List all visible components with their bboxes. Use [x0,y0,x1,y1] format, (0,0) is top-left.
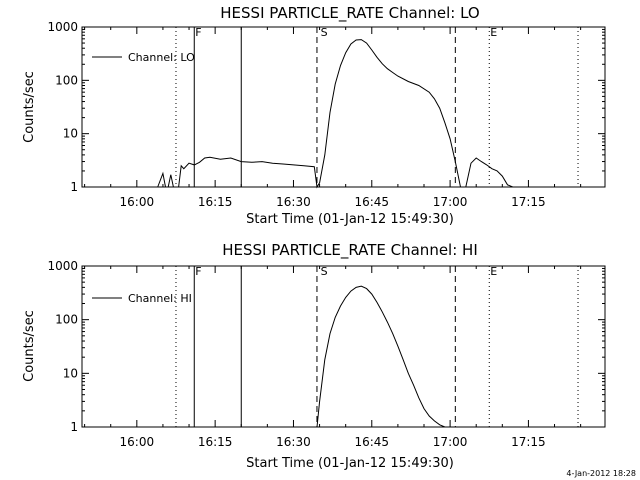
series-line-hi [316,285,446,428]
legend-label: Channel: LO [128,51,195,64]
y-tick-label: 100 [55,73,78,87]
x-axis-label: Start Time (01-Jan-12 15:49:30) [246,212,454,227]
x-tick-label: 16:15 [198,435,233,449]
y-tick-label: 1000 [47,20,78,34]
event-lines [175,27,579,187]
legend-label: Channel: HI [128,292,192,305]
plot-frame [81,26,606,188]
event-marker-s: S [321,26,328,39]
y-tick-label: 1 [70,420,78,434]
x-tick-label: 16:30 [276,435,311,449]
event-lines [175,266,579,427]
event-marker-e: E [490,26,497,39]
x-tick-label: 16:15 [198,195,233,209]
x-axis-label: Start Time (01-Jan-12 15:49:30) [246,456,454,471]
x-tick-label: 17:00 [433,435,468,449]
y-axis-label: Counts/sec [22,71,37,143]
plot-frame [81,265,606,428]
x-ticks: 16:00 16:15 16:30 16:45 17:00 17:15 [84,266,582,449]
event-marker-e: E [490,265,497,278]
y-tick-label: 1 [70,180,78,194]
x-tick-label: 16:45 [354,435,389,449]
y-tick-label: 1000 [47,259,78,273]
y-axis-label: Counts/sec [22,310,37,382]
event-marker-f: F [195,26,201,39]
chart-title: HESSI PARTICLE_RATE Channel: LO [220,4,479,23]
x-tick-label: 17:15 [511,195,546,209]
x-tick-label: 16:45 [354,195,389,209]
y-ticks: 1 10 100 1000 [47,259,605,434]
y-tick-label: 100 [55,313,78,327]
x-tick-label: 16:00 [120,195,155,209]
x-tick-label: 16:00 [120,435,155,449]
event-marker-s: S [321,265,328,278]
x-ticks: 16:00 16:15 16:30 16:45 17:00 17:15 [84,27,582,209]
series-line-lo [157,39,513,189]
event-marker-f: F [195,265,201,278]
x-tick-label: 16:30 [276,195,311,209]
x-tick-label: 17:15 [511,435,546,449]
y-tick-label: 10 [63,127,78,141]
x-tick-label: 17:00 [433,195,468,209]
y-tick-label: 10 [63,366,78,380]
panel-lo: HESSI PARTICLE_RATE Channel: LO Start Ti… [22,4,606,227]
chart-title: HESSI PARTICLE_RATE Channel: HI [222,241,478,260]
footer-timestamp: 4-Jan-2012 18:28 [566,469,636,478]
y-ticks: 1 10 100 1000 [47,20,605,194]
panel-hi: HESSI PARTICLE_RATE Channel: HI Start Ti… [22,241,606,471]
